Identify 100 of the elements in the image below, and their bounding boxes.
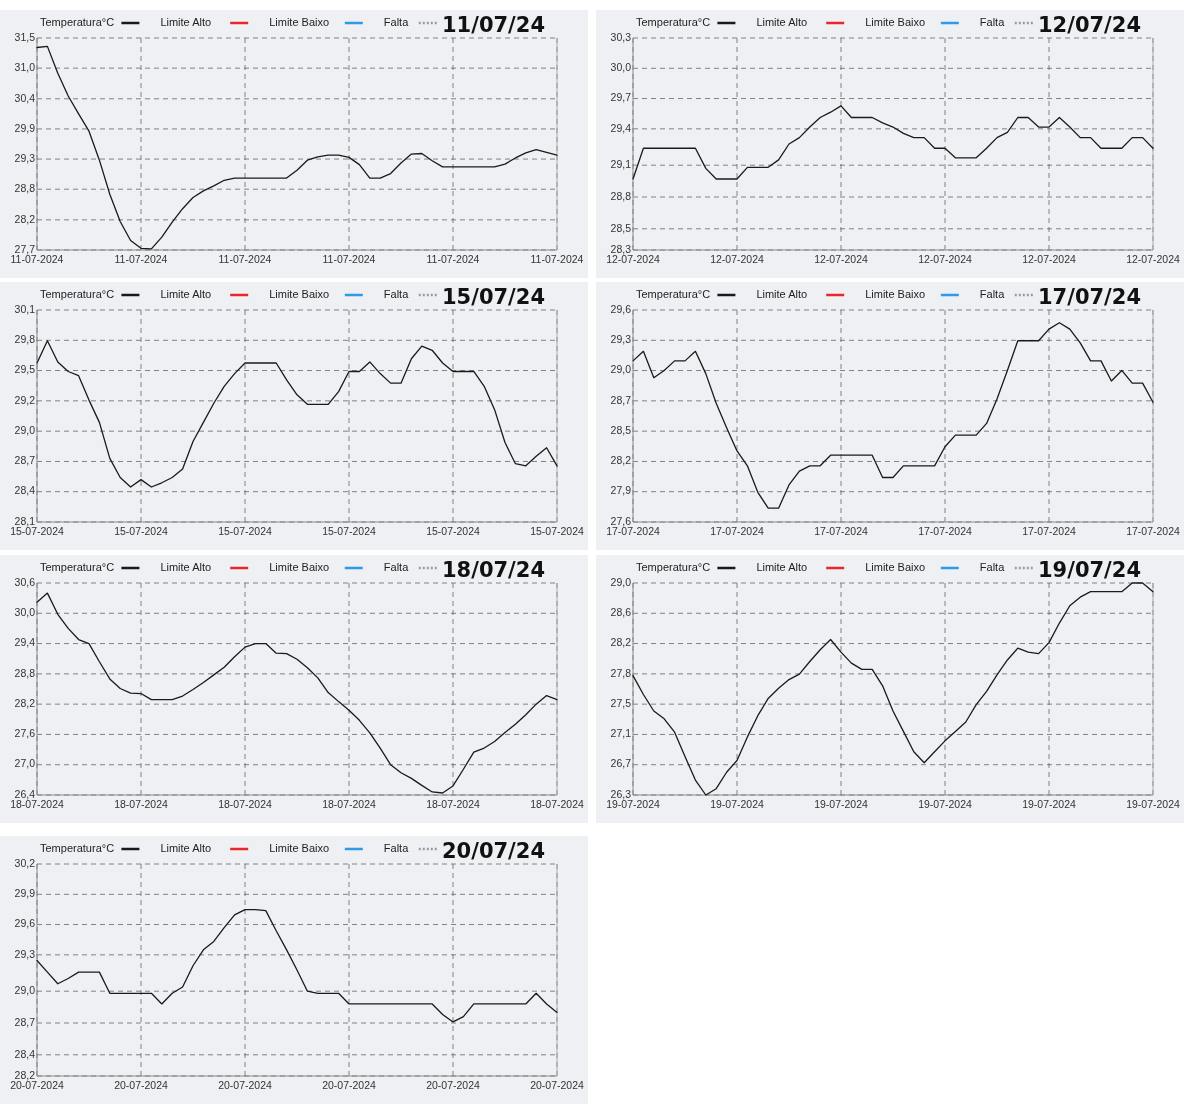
y-tick-label: 28,6 <box>610 606 632 619</box>
y-tick-label: 27,9 <box>610 484 632 497</box>
legend-label: Temperatura°C <box>40 560 115 573</box>
line-series <box>632 582 1154 796</box>
legend-label: Falta <box>979 560 1006 573</box>
x-tick-label: 11-07-2024 <box>114 253 168 265</box>
x-tick-label: 19-07-2024 <box>606 798 661 810</box>
chart-title: 20/07/24 <box>441 839 545 863</box>
y-tick-label: 30,4 <box>14 91 36 104</box>
y-tick-label: 30,0 <box>610 61 632 74</box>
x-tick-label: 18-07-2024 <box>10 798 65 810</box>
x-tick-label: 19-07-2024 <box>814 798 869 810</box>
x-tick-label: 15-07-2024 <box>10 525 65 537</box>
y-tick-label: 29,9 <box>14 121 36 134</box>
line-series <box>632 105 1154 180</box>
legend-label: Temperatura°C <box>40 15 115 28</box>
y-tick-label: 30,0 <box>14 606 36 619</box>
y-tick-label: 26,7 <box>610 757 632 770</box>
y-tick-label: 30,3 <box>610 30 632 43</box>
x-tick-label: 17-07-2024 <box>1022 525 1077 537</box>
legend-label: Temperatura°C <box>636 560 711 573</box>
y-tick-label: 28,8 <box>14 181 36 194</box>
y-tick-label: 29,3 <box>14 947 36 960</box>
x-tick-label: 12-07-2024 <box>1126 253 1181 265</box>
legend-label: Falta <box>383 841 410 854</box>
x-tick-label: 20-07-2024 <box>530 1079 585 1091</box>
x-tick-label: 15-07-2024 <box>530 525 585 537</box>
y-tick-label: 28,7 <box>14 1015 36 1028</box>
legend-label: Limite Alto <box>160 15 212 28</box>
x-tick-label: 12-07-2024 <box>1022 253 1077 265</box>
y-tick-label: 29,0 <box>14 423 36 436</box>
x-tick-label: 19-07-2024 <box>1126 798 1181 810</box>
x-tick-label: 19-07-2024 <box>918 798 973 810</box>
x-tick-label: 20-07-2024 <box>114 1079 169 1091</box>
legend-label: Limite Alto <box>160 841 212 854</box>
y-tick-label: 27,6 <box>14 727 36 740</box>
legend-label: Limite Baixo <box>269 841 330 854</box>
x-tick-label: 17-07-2024 <box>918 525 973 537</box>
x-tick-label: 12-07-2024 <box>918 253 973 265</box>
x-tick-label: 20-07-2024 <box>10 1079 65 1091</box>
chart-title: 11/07/24 <box>441 13 545 37</box>
x-tick-label: 20-07-2024 <box>426 1079 481 1091</box>
legend-label: Limite Alto <box>160 287 212 300</box>
y-tick-label: 28,8 <box>610 189 632 202</box>
x-tick-label: 11-07-2024 <box>530 253 584 265</box>
x-tick-label: 19-07-2024 <box>1022 798 1077 810</box>
legend-label: Limite Alto <box>756 15 808 28</box>
line-series <box>36 340 558 488</box>
legend-label: Limite Baixo <box>865 15 926 28</box>
y-tick-label: 28,5 <box>610 221 632 234</box>
x-tick-label: 12-07-2024 <box>710 253 765 265</box>
y-tick-label: 29,0 <box>610 363 632 376</box>
legend-label: Temperatura°C <box>636 287 711 300</box>
y-tick-label: 29,3 <box>610 333 632 346</box>
legend-label: Limite Alto <box>160 560 212 573</box>
line-series <box>36 908 558 1023</box>
chart-title: 18/07/24 <box>441 558 545 582</box>
y-tick-label: 27,8 <box>610 666 632 679</box>
y-tick-label: 28,5 <box>610 423 632 436</box>
x-tick-label: 11-07-2024 <box>10 253 64 265</box>
y-tick-label: 29,4 <box>14 636 36 649</box>
y-tick-label: 29,5 <box>14 363 36 376</box>
x-tick-label: 11-07-2024 <box>426 253 480 265</box>
legend-label: Limite Baixo <box>269 15 330 28</box>
x-tick-label: 15-07-2024 <box>114 525 169 537</box>
y-tick-label: 28,2 <box>14 212 36 225</box>
y-tick-label: 29,2 <box>14 393 36 406</box>
y-tick-label: 29,9 <box>14 887 36 900</box>
x-tick-label: 20-07-2024 <box>322 1079 377 1091</box>
x-tick-label: 18-07-2024 <box>426 798 481 810</box>
chart-title: 17/07/24 <box>1037 285 1141 309</box>
y-tick-label: 29,1 <box>610 157 632 170</box>
legend-label: Temperatura°C <box>40 841 115 854</box>
y-tick-label: 29,6 <box>610 302 632 315</box>
y-tick-label: 28,2 <box>610 454 632 467</box>
y-tick-label: 27,6 <box>610 514 632 527</box>
x-tick-label: 15-07-2024 <box>426 525 481 537</box>
legend-label: Falta <box>979 15 1006 28</box>
y-tick-label: 31,0 <box>14 60 36 73</box>
x-tick-label: 20-07-2024 <box>218 1079 273 1091</box>
legend-label: Temperatura°C <box>636 15 711 28</box>
x-tick-label: 11-07-2024 <box>218 253 272 265</box>
x-tick-label: 11-07-2024 <box>322 253 376 265</box>
y-tick-label: 27,7 <box>14 242 36 255</box>
y-tick-label: 29,8 <box>14 333 36 346</box>
y-tick-label: 29,4 <box>610 121 632 134</box>
y-tick-label: 27,0 <box>14 757 36 770</box>
y-tick-label: 28,2 <box>14 696 36 709</box>
y-tick-label: 29,6 <box>14 917 36 930</box>
x-tick-label: 19-07-2024 <box>710 798 765 810</box>
legend-label: Falta <box>383 15 410 28</box>
y-tick-label: 26,4 <box>14 787 36 800</box>
x-tick-label: 17-07-2024 <box>710 525 765 537</box>
y-tick-label: 29,0 <box>610 575 632 588</box>
legend-label: Limite Baixo <box>269 560 330 573</box>
y-tick-label: 28,1 <box>14 514 36 527</box>
y-tick-label: 27,5 <box>610 696 632 709</box>
chart-title: 15/07/24 <box>441 285 545 309</box>
x-tick-label: 12-07-2024 <box>814 253 869 265</box>
y-tick-label: 29,7 <box>610 91 632 104</box>
